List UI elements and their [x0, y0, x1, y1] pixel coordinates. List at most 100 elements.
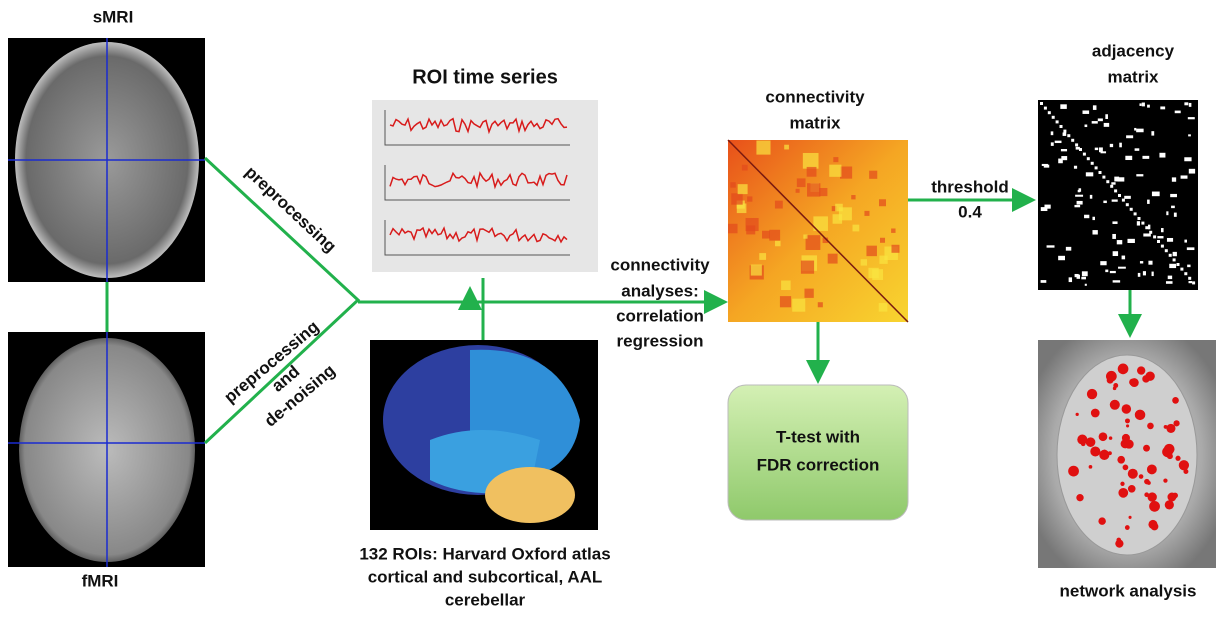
adjacency-cell [1087, 157, 1090, 160]
adjacency-cell [1091, 162, 1094, 165]
adjacency-cell [1169, 254, 1172, 257]
adjacency-cell [1161, 245, 1164, 248]
network-node [1142, 375, 1149, 382]
adjacency-cell [1174, 213, 1177, 217]
adjacency-cell [1042, 164, 1048, 166]
adjacency-cell [1177, 263, 1180, 266]
network-node [1081, 442, 1086, 447]
statistics-label: T-test with [776, 427, 860, 446]
network-node [1137, 366, 1145, 374]
adjacency-cell [1152, 272, 1154, 276]
network-node [1175, 456, 1180, 461]
adjacency-cell [1189, 169, 1195, 174]
network-node [1108, 451, 1112, 455]
time-series-title: ROI time series [412, 66, 558, 88]
matrix-block [833, 157, 838, 162]
adjacency-cell [1142, 156, 1149, 159]
network-node [1098, 517, 1105, 524]
adjacency-cell [1125, 156, 1132, 160]
adjacency-cell [1112, 221, 1117, 224]
adjacency-cell [1134, 128, 1136, 131]
adjacency-cell [1147, 105, 1150, 108]
adjacency-cell [1181, 175, 1188, 178]
adjacency-cell [1184, 272, 1187, 275]
adjacency-label: adjacency [1092, 41, 1175, 60]
adjacency-cell [1103, 201, 1106, 203]
adjacency-cell [1187, 265, 1190, 268]
matrix-block [840, 167, 852, 179]
matrix-label: connectivity [765, 87, 865, 106]
adjacency-cell [1074, 205, 1080, 207]
analysis-label: regression [617, 331, 704, 350]
network-node [1122, 404, 1131, 413]
statistics-box [728, 385, 908, 520]
adjacency-cell [1092, 217, 1095, 220]
adjacency-cell [1056, 120, 1059, 123]
adjacency-cell [1061, 149, 1067, 151]
adjacency-cell [1160, 106, 1165, 109]
adjacency-cell [1110, 185, 1113, 188]
adjacency-cell [1047, 245, 1055, 247]
adjacency-cell [1122, 256, 1126, 260]
adjacency-cell [1113, 280, 1120, 282]
adjacency-cell [1048, 111, 1051, 114]
matrix-block [804, 289, 813, 298]
adjacency-cell [1095, 166, 1098, 169]
matrix-block [801, 261, 814, 274]
adjacency-cell [1058, 256, 1065, 260]
matrix-block [756, 141, 770, 155]
adjacency-cell [1083, 110, 1090, 113]
adjacency-cell [1166, 211, 1168, 215]
adjacency-cell [1135, 148, 1140, 151]
time-series-panel [372, 100, 598, 272]
matrix-block [807, 183, 820, 196]
network-node [1099, 432, 1108, 441]
atlas-cerebellum [485, 467, 575, 523]
network-node [1109, 436, 1113, 440]
adjacency-cell [1184, 240, 1187, 243]
adjacency-cell [1152, 192, 1160, 197]
matrix-block [879, 303, 888, 312]
network-node [1107, 377, 1114, 384]
network-node [1086, 437, 1096, 447]
analysis-label: analyses: [621, 281, 699, 300]
matrix-block [833, 214, 843, 224]
adjacency-cell [1095, 148, 1098, 150]
adjacency-cell [1180, 268, 1183, 271]
smri-label: sMRI [93, 7, 134, 26]
matrix-block [880, 238, 885, 243]
matrix-block [829, 165, 841, 177]
adjacency-cell [1055, 141, 1062, 143]
adjacency-cell [1105, 270, 1108, 273]
network-node [1163, 478, 1167, 482]
adjacency-cell [1112, 199, 1118, 201]
adjacency-cell [1106, 180, 1109, 183]
adjacency-cell [1061, 156, 1067, 160]
adjacency-cell [1136, 174, 1143, 176]
adjacency-cell [1157, 240, 1160, 243]
network-node [1135, 410, 1146, 421]
matrix-block [818, 302, 823, 307]
adjacency-cell [1086, 172, 1093, 176]
network-node [1147, 464, 1157, 474]
adjacency-cell [1130, 208, 1133, 211]
adjacency-cell [1040, 102, 1043, 105]
adjacency-cell [1173, 258, 1176, 261]
adjacency-cell [1189, 103, 1192, 107]
network-node [1167, 453, 1173, 459]
atlas-caption: cortical and subcortical, AAL [368, 567, 603, 586]
matrix-block [861, 259, 867, 265]
adjacency-cell [1074, 166, 1077, 169]
network-node [1120, 482, 1124, 486]
matrix-block [803, 235, 807, 239]
adjacency-cell [1166, 281, 1173, 284]
network-node [1076, 494, 1083, 501]
adjacency-cell [1110, 271, 1116, 273]
adjacency-cell [1184, 157, 1191, 161]
adjacency-cell [1157, 236, 1163, 238]
matrix-block [872, 269, 883, 280]
network-node [1143, 445, 1150, 452]
network-node [1164, 425, 1168, 429]
adjacency-cell [1167, 238, 1173, 242]
matrix-block [828, 254, 838, 264]
